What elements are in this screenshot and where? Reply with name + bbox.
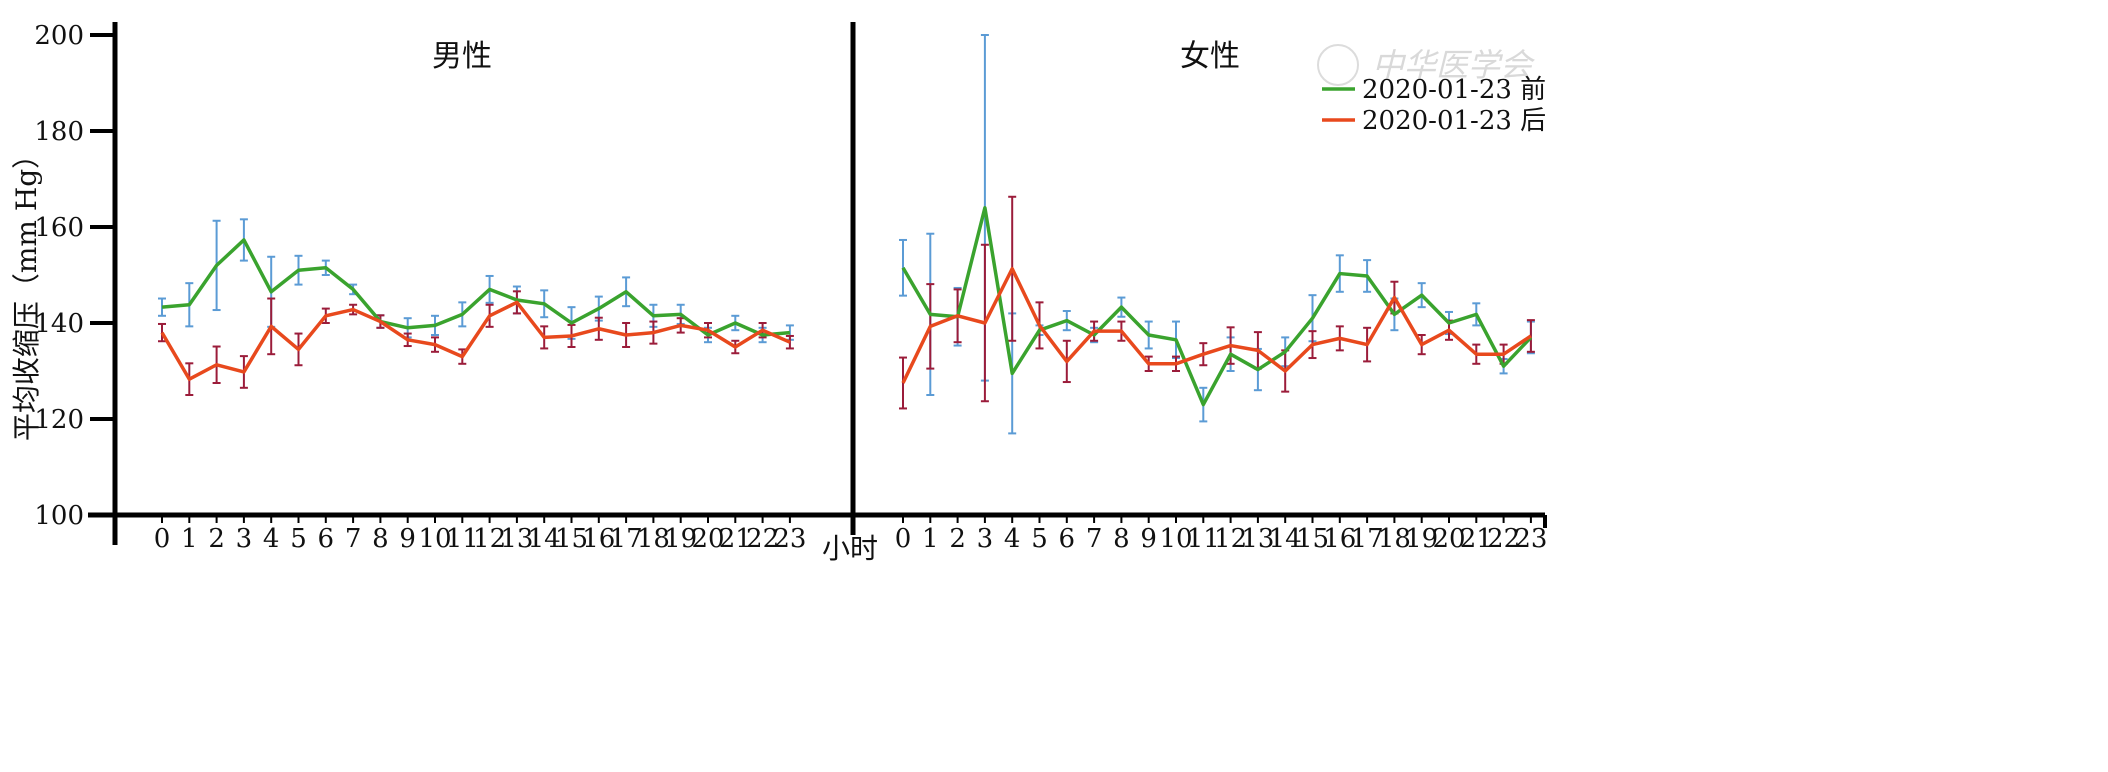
y-tick-label: 200 <box>34 21 84 51</box>
x-tick-label: 21 <box>1460 524 1493 554</box>
x-tick-label: 20 <box>691 524 724 554</box>
x-tick-label: 17 <box>610 524 643 554</box>
x-tick-label: 11 <box>446 524 479 554</box>
x-tick-label: 19 <box>664 524 697 554</box>
x-tick-label: 12 <box>473 524 506 554</box>
x-tick-label: 9 <box>1140 524 1157 554</box>
x-tick-label: 14 <box>528 524 561 554</box>
x-tick-label: 18 <box>637 524 670 554</box>
x-tick-label: 14 <box>1269 524 1302 554</box>
x-tick-label: 3 <box>236 524 253 554</box>
x-tick-label: 7 <box>345 524 362 554</box>
x-tick-label: 16 <box>1323 524 1356 554</box>
x-tick-label: 15 <box>555 524 588 554</box>
y-tick-label: 160 <box>34 213 84 243</box>
x-tick-label: 23 <box>1514 524 1547 554</box>
x-tick-label: 8 <box>372 524 389 554</box>
x-tick-label: 0 <box>895 524 912 554</box>
x-tick-label: 19 <box>1405 524 1438 554</box>
x-tick-label: 22 <box>1487 524 1520 554</box>
watermark-seal-icon <box>1317 44 1359 86</box>
x-tick-label: 13 <box>500 524 533 554</box>
marks-layer <box>158 34 1535 435</box>
x-tick-label: 6 <box>1059 524 1076 554</box>
y-tick-label: 140 <box>34 309 84 339</box>
watermark-text: 中华医学会 <box>1372 46 1535 84</box>
x-tick-label: 7 <box>1086 524 1103 554</box>
panel-title: 男性 <box>432 39 492 74</box>
x-tick-label: 10 <box>1159 524 1192 554</box>
x-tick-label: 3 <box>977 524 994 554</box>
y-tick-label: 100 <box>34 501 84 531</box>
x-tick-label: 4 <box>1004 524 1021 554</box>
x-tick-label: 1 <box>922 524 939 554</box>
x-tick-label: 1 <box>181 524 198 554</box>
x-tick-label: 5 <box>290 524 307 554</box>
x-tick-label: 12 <box>1214 524 1247 554</box>
x-tick-label: 2 <box>949 524 966 554</box>
x-tick-label: 15 <box>1296 524 1329 554</box>
series-line <box>901 267 1532 384</box>
x-tick-label: 17 <box>1351 524 1384 554</box>
x-tick-label: 21 <box>719 524 752 554</box>
x-tick-label: 11 <box>1187 524 1220 554</box>
x-tick-label: 0 <box>154 524 171 554</box>
axes-layer <box>88 22 1547 545</box>
series-line <box>901 206 1533 407</box>
x-tick-label: 10 <box>418 524 451 554</box>
x-axis-title: 小时 <box>822 532 878 565</box>
x-tick-label: 5 <box>1031 524 1048 554</box>
x-tick-label: 6 <box>318 524 335 554</box>
y-tick-label: 180 <box>34 117 84 147</box>
x-tick-label: 20 <box>1432 524 1465 554</box>
x-tick-label: 13 <box>1241 524 1274 554</box>
y-axis-title: 平均收缩压（mm Hg） <box>10 141 43 441</box>
x-tick-label: 4 <box>263 524 280 554</box>
series-line <box>160 300 791 381</box>
x-tick-label: 18 <box>1378 524 1411 554</box>
series-line <box>161 238 791 337</box>
x-tick-label: 2 <box>208 524 225 554</box>
legend-label: 2020-01-23 前 <box>1362 75 1546 105</box>
x-tick-label: 22 <box>746 524 779 554</box>
legend-label: 2020-01-23 后 <box>1362 106 1546 136</box>
x-tick-label: 23 <box>773 524 806 554</box>
y-tick-label: 120 <box>34 405 84 435</box>
x-tick-label: 9 <box>399 524 416 554</box>
panel-title: 女性 <box>1180 39 1240 74</box>
x-tick-label: 16 <box>582 524 615 554</box>
x-tick-label: 8 <box>1113 524 1130 554</box>
